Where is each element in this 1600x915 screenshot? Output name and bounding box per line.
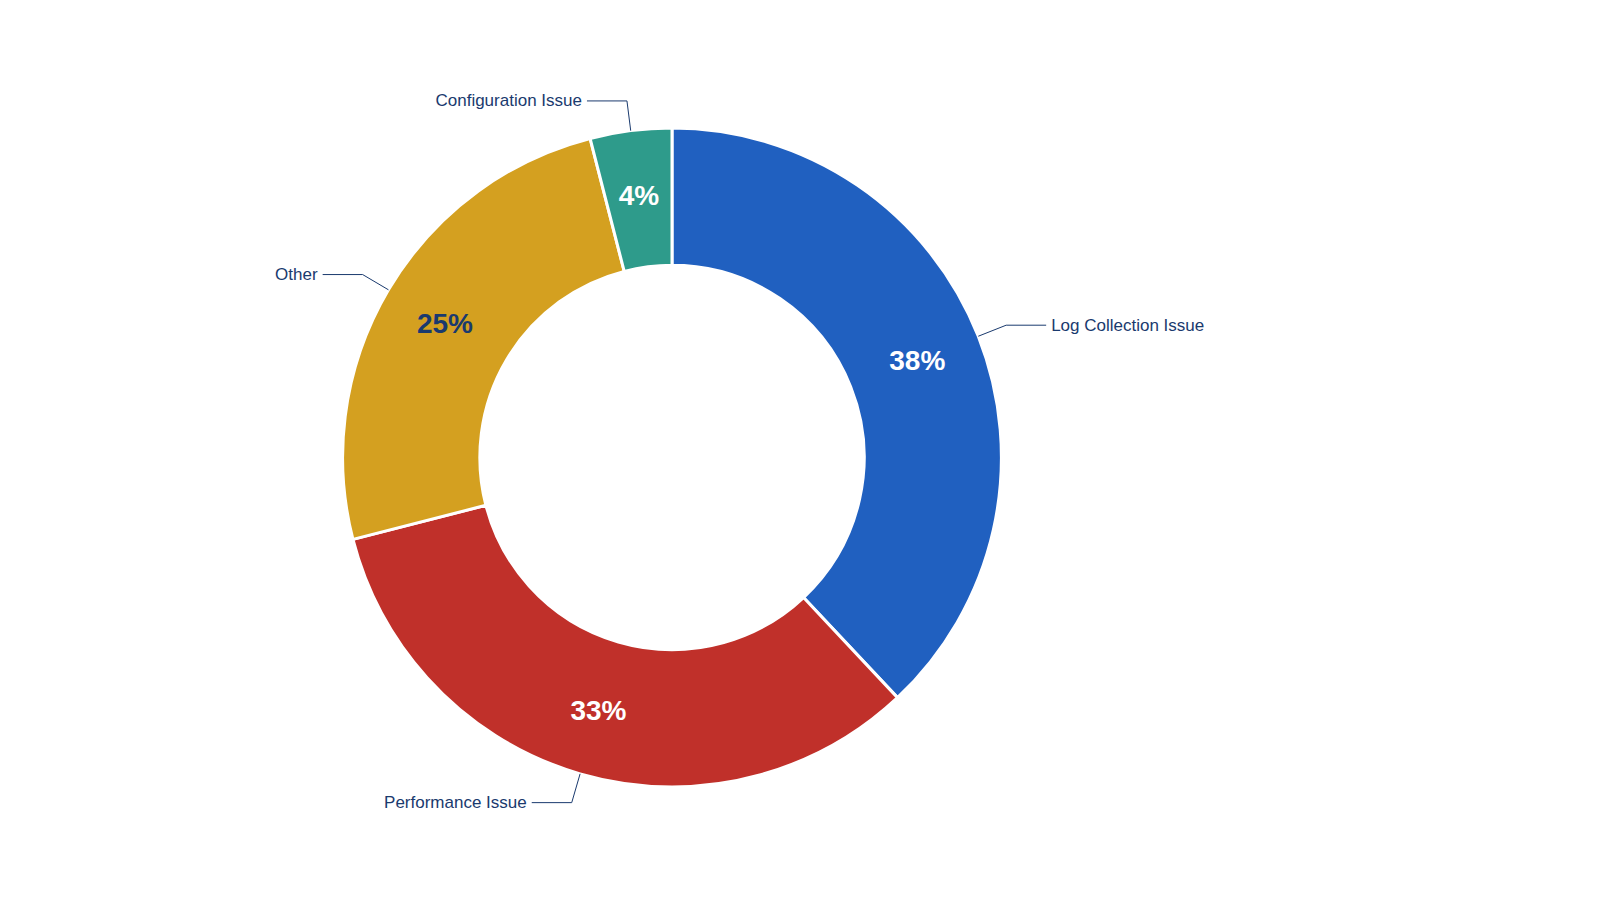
- svg-text:4%: 4%: [619, 180, 660, 211]
- svg-text:Other: Other: [275, 265, 318, 284]
- svg-text:Performance Issue: Performance Issue: [384, 793, 527, 812]
- svg-text:25%: 25%: [417, 308, 473, 339]
- svg-text:38%: 38%: [889, 345, 945, 376]
- svg-text:Configuration Issue: Configuration Issue: [435, 91, 581, 110]
- svg-text:33%: 33%: [570, 695, 626, 726]
- svg-text:Log Collection Issue: Log Collection Issue: [1051, 316, 1204, 335]
